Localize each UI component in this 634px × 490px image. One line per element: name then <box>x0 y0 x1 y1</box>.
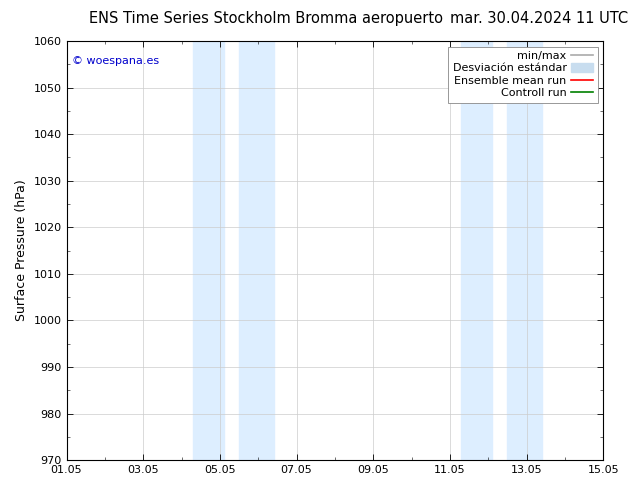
Text: mar. 30.04.2024 11 UTC: mar. 30.04.2024 11 UTC <box>450 11 628 26</box>
Bar <box>462 41 492 460</box>
Text: ENS Time Series Stockholm Bromma aeropuerto: ENS Time Series Stockholm Bromma aeropue… <box>89 11 443 26</box>
Legend: min/max, Desviación estándar, Ensemble mean run, Controll run: min/max, Desviación estándar, Ensemble m… <box>448 47 598 102</box>
Bar <box>507 41 542 460</box>
Y-axis label: Surface Pressure (hPa): Surface Pressure (hPa) <box>15 180 28 321</box>
Text: © woespana.es: © woespana.es <box>72 56 159 66</box>
Bar <box>239 41 273 460</box>
Bar <box>193 41 224 460</box>
